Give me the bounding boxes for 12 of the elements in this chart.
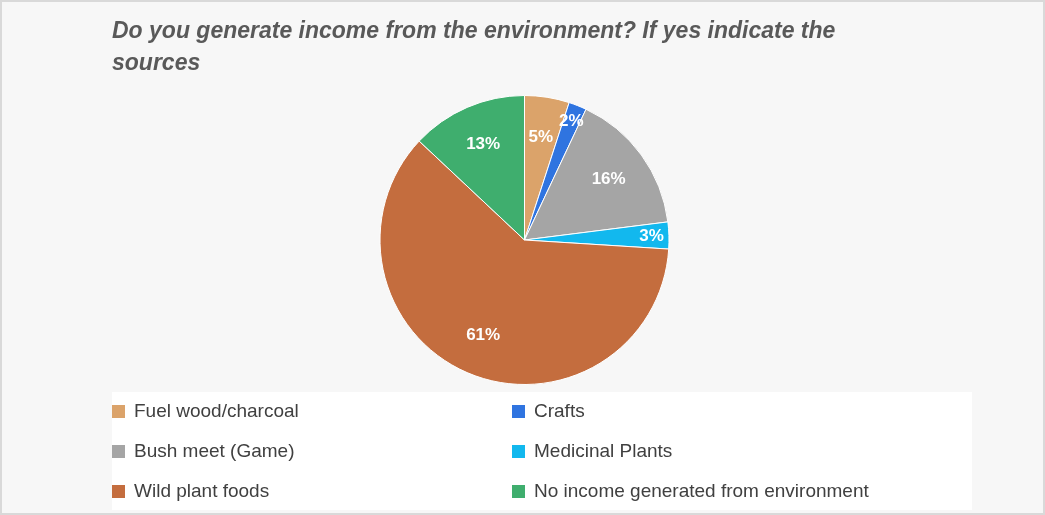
data-label: 61% — [466, 325, 501, 345]
data-label: 5% — [528, 126, 554, 146]
chart-title: Do you generate income from the environment? If yes indicate the sources — [112, 16, 837, 77]
legend-label: No income generated from environment — [534, 480, 869, 502]
legend-label: Bush meet (Game) — [134, 440, 295, 462]
data-label: 16% — [591, 168, 626, 188]
data-label: 13% — [466, 134, 501, 154]
data-label: 3% — [639, 225, 664, 245]
legend-label: Crafts — [534, 400, 585, 422]
legend-label: Medicinal Plants — [534, 440, 673, 462]
legend-label: Wild plant foods — [134, 480, 270, 502]
legend-label: Fuel wood/charcoal — [134, 400, 299, 422]
